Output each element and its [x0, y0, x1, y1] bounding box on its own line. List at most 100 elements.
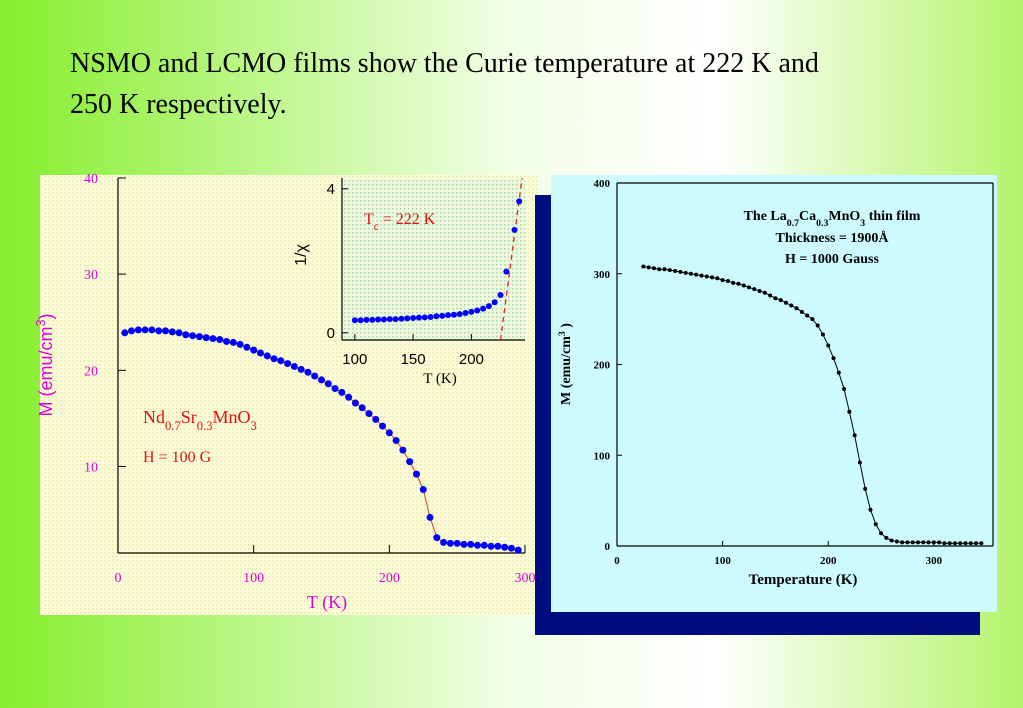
text-part: 0.3 — [816, 218, 828, 229]
data-point — [641, 264, 646, 269]
data-point — [747, 285, 752, 290]
data-point — [831, 356, 836, 361]
data-point — [884, 535, 889, 540]
data-point — [406, 458, 414, 466]
data-point — [202, 334, 210, 342]
text-part: 0.7 — [165, 419, 181, 433]
x-axis-label: Temperature (K) — [749, 572, 858, 588]
data-point — [460, 540, 468, 548]
data-point — [494, 542, 502, 550]
annotation: H = 100 G — [143, 449, 212, 466]
data-point — [958, 541, 963, 546]
data-point — [768, 293, 773, 298]
data-point — [683, 270, 688, 275]
y-tick-label: 100 — [594, 450, 611, 462]
data-point — [456, 311, 463, 318]
x-tick-label: 200 — [459, 351, 484, 368]
data-point — [773, 296, 778, 301]
data-point — [369, 316, 376, 323]
text-part: 3 — [34, 319, 48, 326]
data-point — [752, 287, 757, 292]
data-point — [699, 273, 704, 278]
data-point — [720, 278, 725, 283]
data-point — [704, 274, 709, 279]
data-point — [392, 437, 400, 444]
y-tick-label: 300 — [594, 269, 611, 281]
data-point — [404, 315, 411, 322]
data-point — [501, 543, 509, 551]
data-point — [419, 486, 427, 494]
text-part: 3 — [251, 419, 257, 433]
text-part: H = 100 G — [143, 449, 212, 466]
data-point — [921, 540, 926, 545]
annotation: Nd0.7Sr0.3MnO3 — [143, 407, 257, 433]
data-point — [236, 340, 244, 348]
text-part: Sr — [181, 407, 197, 427]
data-point — [868, 507, 873, 512]
data-point — [277, 357, 285, 365]
data-point — [182, 331, 190, 339]
data-point — [900, 540, 905, 545]
data-point — [757, 288, 762, 293]
data-point — [375, 316, 382, 323]
y-tick-label: 10 — [84, 460, 98, 475]
data-point — [783, 300, 788, 305]
data-point — [398, 315, 405, 322]
y-tick-label: 40 — [84, 172, 98, 187]
data-point — [511, 226, 518, 233]
data-point — [731, 280, 736, 285]
data-point — [439, 312, 446, 319]
data-point — [710, 275, 715, 280]
data-point — [678, 269, 683, 274]
data-point — [497, 292, 504, 298]
inset-panel — [342, 178, 525, 340]
data-point — [480, 305, 487, 312]
y-axis-label: M (emu/cm3 ) — [557, 323, 575, 405]
data-point — [229, 338, 237, 346]
right-panel — [551, 175, 997, 612]
data-point — [446, 539, 454, 547]
data-point — [942, 541, 947, 546]
y-tick-label: 30 — [84, 268, 98, 283]
data-point — [379, 422, 387, 430]
data-point — [385, 429, 393, 437]
data-point — [161, 327, 169, 335]
data-point — [657, 267, 662, 272]
data-point — [847, 409, 852, 414]
data-point — [474, 541, 482, 549]
data-point — [304, 368, 312, 376]
data-point — [216, 336, 224, 344]
data-point — [937, 540, 942, 545]
data-point — [805, 313, 810, 318]
annotation: The La0.7Ca0.3MnO3 thin film — [744, 209, 921, 229]
data-point — [270, 355, 278, 363]
data-point — [290, 362, 298, 370]
data-point — [134, 326, 142, 334]
data-point — [852, 433, 857, 438]
y-axis-label: 1/χ — [293, 244, 310, 266]
data-point — [905, 540, 910, 545]
y-tick-label: 400 — [594, 178, 611, 190]
data-point — [415, 314, 422, 321]
slide-title: 250 K respectively. — [70, 89, 287, 120]
data-point — [380, 316, 387, 323]
x-tick-label: 100 — [243, 571, 264, 586]
text-part: 0.7 — [787, 218, 799, 229]
text-part: Nd — [143, 407, 165, 427]
text-part: Thickness = 1900Å — [776, 230, 890, 246]
data-point — [842, 387, 847, 392]
text-part: MnO — [828, 209, 860, 224]
y-tick-label: 0 — [605, 541, 611, 553]
data-point — [445, 312, 452, 319]
data-point — [372, 415, 380, 423]
data-point — [974, 541, 979, 546]
x-axis-label: T (K) — [307, 592, 347, 613]
text-part: 3 — [860, 218, 865, 229]
y-tick-label: 20 — [84, 364, 98, 379]
data-point — [467, 540, 475, 548]
data-point — [318, 376, 325, 384]
text-part: H = 1000 Gauss — [785, 252, 879, 267]
data-point — [910, 540, 915, 545]
data-point — [450, 311, 457, 318]
